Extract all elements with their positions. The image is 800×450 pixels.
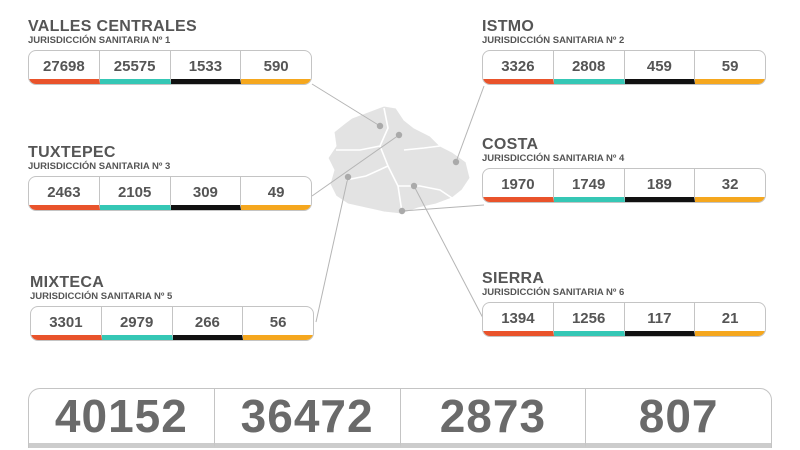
stat-recovered: 1256 — [553, 303, 625, 336]
jurisdiction-label: JURISDICCIÓN SANITARIA Nº 5 — [30, 291, 173, 302]
stat-deaths: 309 — [170, 177, 242, 210]
total-recovered: 36472 — [214, 389, 401, 448]
marker-istmo — [452, 158, 460, 166]
stat-deaths: 266 — [172, 307, 244, 340]
stat-cases: 1394 — [483, 303, 554, 336]
stat-box: 1970 1749 189 32 — [482, 168, 766, 203]
stat-box: 1394 1256 117 21 — [482, 302, 766, 337]
jurisdiction-label: JURISDICCIÓN SANITARIA Nº 4 — [482, 153, 625, 164]
stat-cases: 2463 — [29, 177, 100, 210]
region-valles-centrales: VALLES CENTRALES JURISDICCIÓN SANITARIA … — [28, 18, 312, 85]
stat-cases: 3301 — [31, 307, 102, 340]
totals-box: 40152 36472 2873 807 — [28, 388, 772, 448]
connector-sierra — [413, 185, 485, 321]
marker-costa — [398, 207, 406, 215]
stat-box: 3301 2979 266 56 — [30, 306, 314, 341]
jurisdiction-label: JURISDICCIÓN SANITARIA Nº 2 — [482, 35, 625, 46]
stat-recovered: 25575 — [99, 51, 171, 84]
stat-box: 2463 2105 309 49 — [28, 176, 312, 211]
region-name: SIERRA — [482, 270, 545, 287]
region-tuxtepec: TUXTEPEC JURISDICCIÓN SANITARIA Nº 3 246… — [28, 144, 312, 211]
connector-istmo — [455, 85, 485, 163]
connector-valles — [311, 83, 381, 127]
stat-active: 49 — [241, 177, 311, 210]
connector-costa — [401, 204, 485, 212]
stat-deaths: 189 — [624, 169, 696, 202]
region-istmo: ISTMO JURISDICCIÓN SANITARIA Nº 2 3326 2… — [482, 18, 766, 85]
total-deaths: 2873 — [400, 389, 587, 448]
stat-cases: 1970 — [483, 169, 554, 202]
total-active: 807 — [586, 389, 771, 448]
marker-mixteca — [344, 173, 352, 181]
stat-recovered: 2808 — [553, 51, 625, 84]
total-cases: 40152 — [29, 389, 215, 448]
stat-box: 27698 25575 1533 590 — [28, 50, 312, 85]
region-name: MIXTECA — [30, 274, 105, 291]
connector-lines — [311, 83, 485, 323]
stat-deaths: 459 — [624, 51, 696, 84]
marker-tuxtepec — [395, 131, 403, 139]
region-name: ISTMO — [482, 18, 535, 35]
connector-mixteca — [315, 176, 349, 323]
jurisdiction-label: JURISDICCIÓN SANITARIA Nº 1 — [28, 35, 171, 46]
connector-tuxtepec — [311, 134, 400, 197]
marker-sierra — [410, 182, 418, 190]
stat-active: 56 — [243, 307, 313, 340]
stat-box: 3326 2808 459 59 — [482, 50, 766, 85]
region-costa: COSTA JURISDICCIÓN SANITARIA Nº 4 1970 1… — [482, 136, 766, 203]
region-name: VALLES CENTRALES — [28, 18, 197, 35]
stat-deaths: 117 — [624, 303, 696, 336]
region-sierra: SIERRA JURISDICCIÓN SANITARIA Nº 6 1394 … — [482, 270, 766, 337]
stat-active: 590 — [241, 51, 311, 84]
state-silhouette — [327, 105, 471, 215]
stat-cases: 27698 — [29, 51, 100, 84]
map-markers — [344, 122, 460, 215]
stat-active: 21 — [695, 303, 765, 336]
jurisdiction-label: JURISDICCIÓN SANITARIA Nº 6 — [482, 287, 625, 298]
stat-recovered: 2105 — [99, 177, 171, 210]
stat-recovered: 1749 — [553, 169, 625, 202]
stat-active: 59 — [695, 51, 765, 84]
stat-active: 32 — [695, 169, 765, 202]
region-mixteca: MIXTECA JURISDICCIÓN SANITARIA Nº 5 3301… — [30, 274, 314, 341]
stat-deaths: 1533 — [170, 51, 242, 84]
stat-recovered: 2979 — [101, 307, 173, 340]
region-name: TUXTEPEC — [28, 144, 116, 161]
region-borders — [336, 107, 453, 213]
jurisdiction-label: JURISDICCIÓN SANITARIA Nº 3 — [28, 161, 171, 172]
region-name: COSTA — [482, 136, 539, 153]
stat-cases: 3326 — [483, 51, 554, 84]
marker-valles — [376, 122, 384, 130]
